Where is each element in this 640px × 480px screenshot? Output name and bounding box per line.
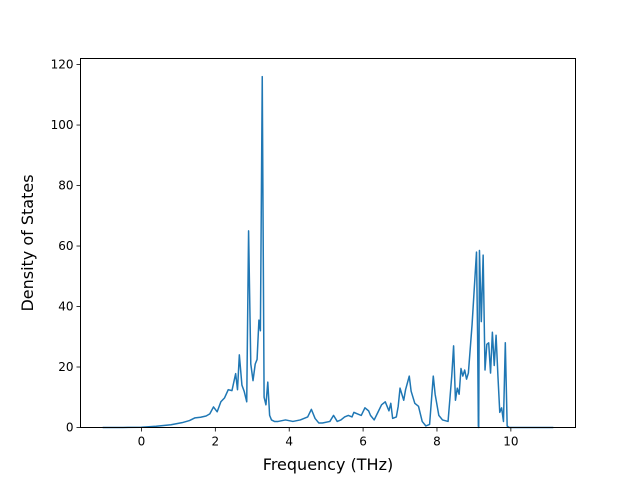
y-tick-label: 40 [58,300,73,314]
plot-frame [80,58,576,428]
series-line-0 [102,75,554,429]
y-tick-label: 20 [58,360,73,374]
y-axis-label: Density of States [18,174,37,311]
x-tick-label: 2 [212,435,220,449]
y-axis: 0 20 40 60 80 100 120 [51,58,81,435]
y-tick-label: 0 [66,421,74,435]
y-tick-label: 80 [58,179,73,193]
x-axis-label: Frequency (THz) [263,455,393,474]
y-tick-label: 100 [51,118,74,132]
plot-area [102,75,554,429]
x-tick-label: 0 [138,435,146,449]
x-tick-label: 4 [285,435,293,449]
x-tick-label: 10 [503,435,518,449]
x-tick-label: 6 [359,435,367,449]
y-tick-label: 60 [58,239,73,253]
y-tick-label: 120 [51,58,74,72]
x-tick-label: 8 [433,435,441,449]
x-axis: 0 2 4 6 8 10 [138,427,518,449]
